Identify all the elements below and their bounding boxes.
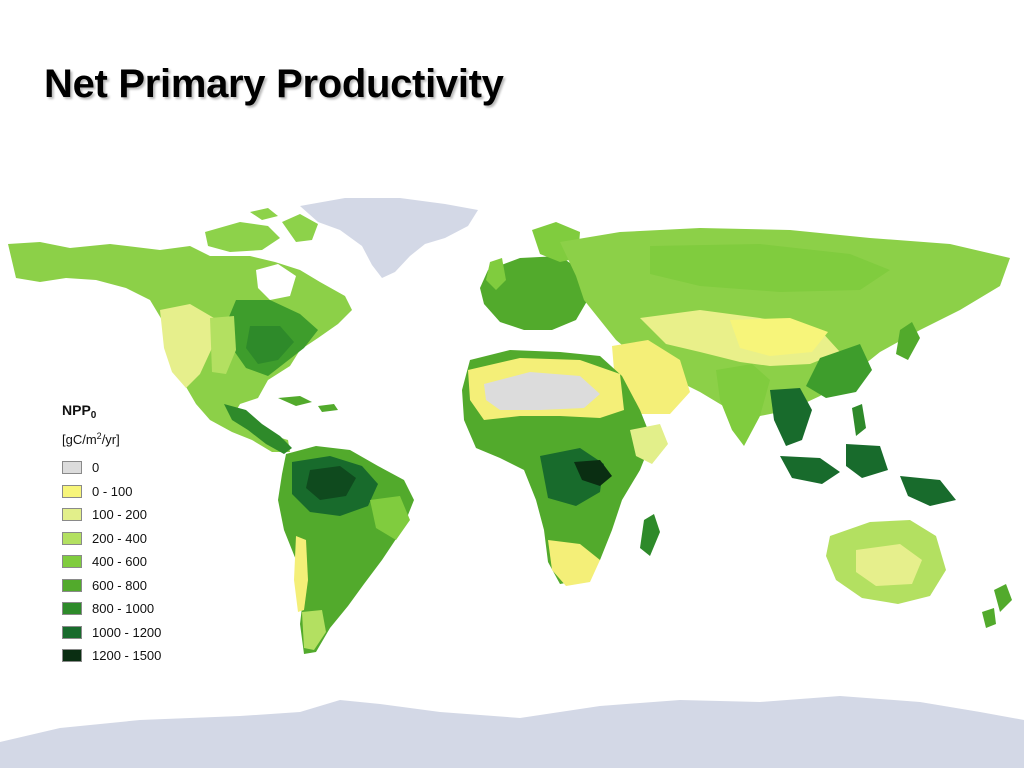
southeast-asia (770, 388, 812, 446)
legend-swatch (62, 555, 82, 569)
legend-label: 600 - 800 (92, 577, 147, 593)
sahara-core (484, 372, 600, 410)
legend-title-sub: 0 (90, 410, 97, 421)
na-dry-west (160, 304, 214, 388)
australia-dry (856, 544, 922, 586)
patagonia (302, 610, 326, 650)
legend-label: 1000 - 1200 (92, 624, 162, 640)
legend-unit-pre: [gC/m (62, 432, 97, 447)
legend-item: 400 - 600 (62, 550, 161, 574)
madagascar (640, 514, 660, 556)
gobi (730, 318, 828, 356)
new-zealand (982, 584, 1012, 628)
legend-swatch (62, 602, 82, 616)
east-china (806, 344, 872, 398)
legend-title-main: NPP (62, 402, 91, 418)
legend-item: 200 - 400 (62, 527, 161, 551)
legend-swatch (62, 531, 82, 545)
arctic-islands (205, 208, 318, 252)
legend-item: 800 - 1000 (62, 597, 161, 621)
legend-label: 100 - 200 (92, 507, 147, 523)
legend-unit-sup: 2 (96, 431, 102, 441)
legend-item: 0 - 100 (62, 480, 161, 504)
caribbean (278, 396, 338, 412)
atacama (294, 536, 308, 612)
philippines (852, 404, 866, 436)
british-isles (486, 258, 506, 290)
legend-title: NPP0 (62, 402, 161, 424)
legend-swatch (62, 578, 82, 592)
southern-africa (548, 540, 600, 586)
legend-swatch (62, 461, 82, 475)
legend-item: 600 - 800 (62, 574, 161, 598)
congo-deep (574, 460, 612, 486)
hudson-bay (256, 264, 296, 300)
na-forest-deep (246, 326, 294, 364)
slide-title: Net Primary Productivity (44, 62, 504, 106)
central-america (224, 404, 292, 454)
horn-africa (630, 424, 668, 464)
legend-label: 0 (92, 460, 100, 476)
legend-items: 0 0 - 100 100 - 200 200 - 400 400 - 600 … (62, 456, 161, 668)
india (716, 364, 770, 446)
legend-label: 200 - 400 (92, 530, 147, 546)
legend-label: 0 - 100 (92, 483, 133, 499)
na-plains (210, 316, 236, 374)
legend-swatch (62, 484, 82, 498)
legend-swatch (62, 508, 82, 522)
legend-unit-post: /yr] (101, 432, 120, 447)
legend-label: 1200 - 1500 (92, 648, 162, 664)
greenland (300, 198, 478, 278)
siberia-forest (650, 244, 890, 292)
japan (896, 322, 920, 360)
legend-label: 400 - 600 (92, 554, 147, 570)
amazon-deep (306, 466, 356, 500)
legend-item: 1000 - 1200 (62, 621, 161, 645)
legend-unit: [gC/m2/yr] (62, 428, 161, 448)
map-legend: NPP0 [gC/m2/yr] 0 0 - 100 100 - 200 200 … (62, 402, 161, 668)
legend-item: 100 - 200 (62, 503, 161, 527)
antarctica (0, 696, 1024, 768)
legend-item: 1200 - 1500 (62, 644, 161, 668)
legend-swatch (62, 649, 82, 663)
brazil-east (370, 496, 410, 540)
legend-label: 800 - 1000 (92, 601, 155, 617)
europe (480, 256, 590, 330)
indonesia (780, 444, 956, 506)
legend-swatch (62, 625, 82, 639)
legend-item: 0 (62, 456, 161, 480)
